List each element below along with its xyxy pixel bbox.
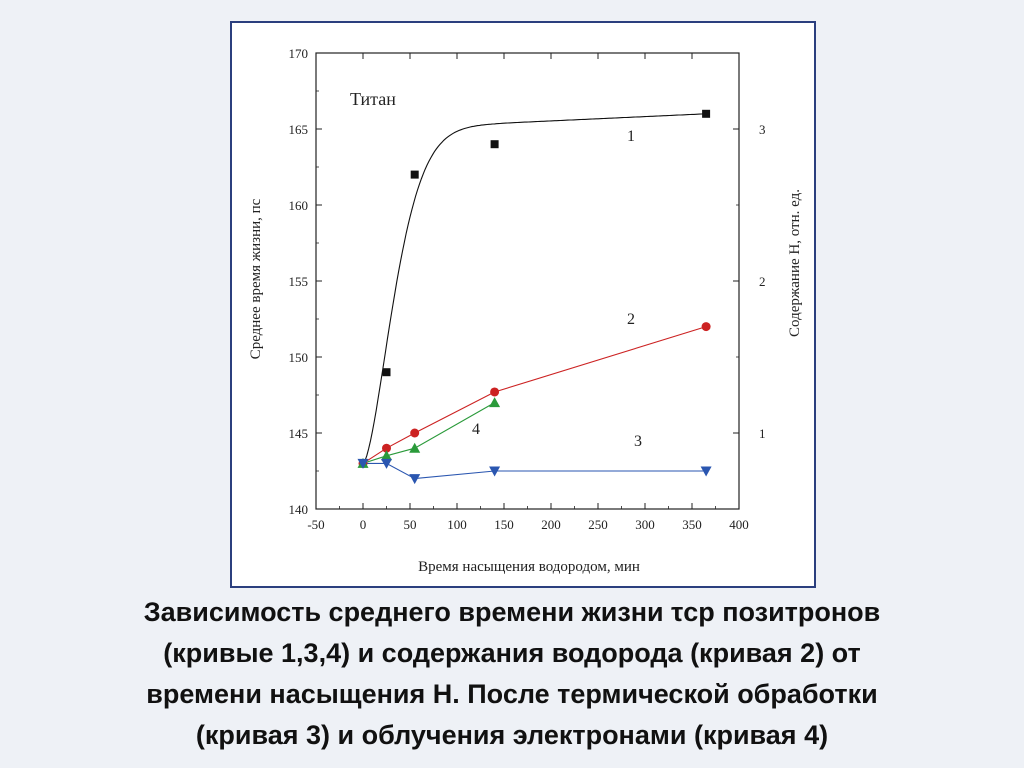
data-point-circle: [490, 387, 500, 397]
data-point-triangle-up: [381, 450, 392, 461]
data-point-triangle-down: [357, 458, 369, 469]
data-point-circle: [410, 428, 420, 438]
axes: -50 0 50 100 150 200 250 300 350 400 140 145 150 155 1…: [289, 46, 766, 532]
caption-line: (кривые 1,3,4) и содержания водорода (кр…: [163, 638, 861, 668]
markers: 1 2 4 3: [357, 109, 712, 485]
data-point-triangle-down: [700, 466, 712, 477]
data-point-circle: [382, 443, 391, 453]
data-point-square: [410, 170, 419, 179]
y-tick-label: 160: [289, 198, 309, 213]
y2-tick-label: 3: [759, 122, 766, 137]
data-point-square: [382, 368, 391, 377]
x-tick-label: 350: [682, 517, 702, 532]
curve-label-3: 3: [634, 433, 642, 450]
y2-tick-label: 2: [759, 274, 766, 289]
x-tick-label: 50: [404, 517, 417, 532]
x-tick-label: 250: [588, 517, 608, 532]
caption-line: времени насыщения Н. После термической о…: [146, 679, 878, 709]
y-axis-label: Среднее время жизни, пс: [248, 198, 264, 359]
series-line-4: [362, 402, 495, 464]
curve-label-1: 1: [627, 128, 635, 145]
series-line-2: [362, 326, 707, 464]
data-point-triangle-down: [489, 466, 501, 477]
plot-border: [315, 52, 740, 510]
curve-label-2: 2: [627, 311, 635, 328]
y-tick-label: 170: [289, 46, 309, 61]
series-line-1: [362, 113, 706, 464]
caption-line: Зависимость среднего времени жизни τср п…: [143, 597, 881, 627]
x-tick-label: 100: [447, 517, 467, 532]
chart-frame: -50 0 50 100 150 200 250 300 350 400 140 145 150 155 1…: [230, 21, 816, 588]
x-tick-label: 0: [360, 517, 367, 532]
y2-tick-label: 1: [759, 426, 766, 441]
chart: -50 0 50 100 150 200 250 300 350 400 140 145 150 155 1…: [248, 46, 803, 575]
y-tick-label: 145: [289, 426, 309, 441]
data-point-triangle-up: [409, 442, 421, 453]
data-point-square: [490, 140, 499, 149]
y2-axis-label: Содержание Н, отн. ед.: [787, 189, 803, 337]
x-tick-label: -50: [307, 517, 324, 532]
x-axis-label: Время насыщения водородом, мин: [418, 559, 640, 575]
x-tick-label: 200: [541, 517, 561, 532]
data-point-triangle-up: [489, 397, 501, 408]
x-tick-label: 150: [494, 517, 514, 532]
figure-caption: Зависимость среднего времени жизни τср п…: [0, 592, 1024, 756]
y-tick-label: 140: [289, 502, 309, 517]
curves: [362, 113, 707, 480]
x-tick-label: 300: [635, 517, 655, 532]
data-point-triangle-down: [409, 474, 421, 485]
y-tick-label: 165: [289, 122, 309, 137]
caption-line: (кривая 3) и облучения электронами (крив…: [195, 720, 829, 750]
y-tick-label: 155: [289, 274, 309, 289]
data-point-square: [702, 109, 711, 118]
data-point-triangle-down: [381, 458, 392, 469]
y-tick-label: 150: [289, 350, 309, 365]
x-tick-label: 400: [729, 517, 749, 532]
data-point-circle: [701, 322, 711, 332]
chart-title: Титан: [350, 89, 396, 109]
curve-label-4: 4: [472, 421, 480, 438]
